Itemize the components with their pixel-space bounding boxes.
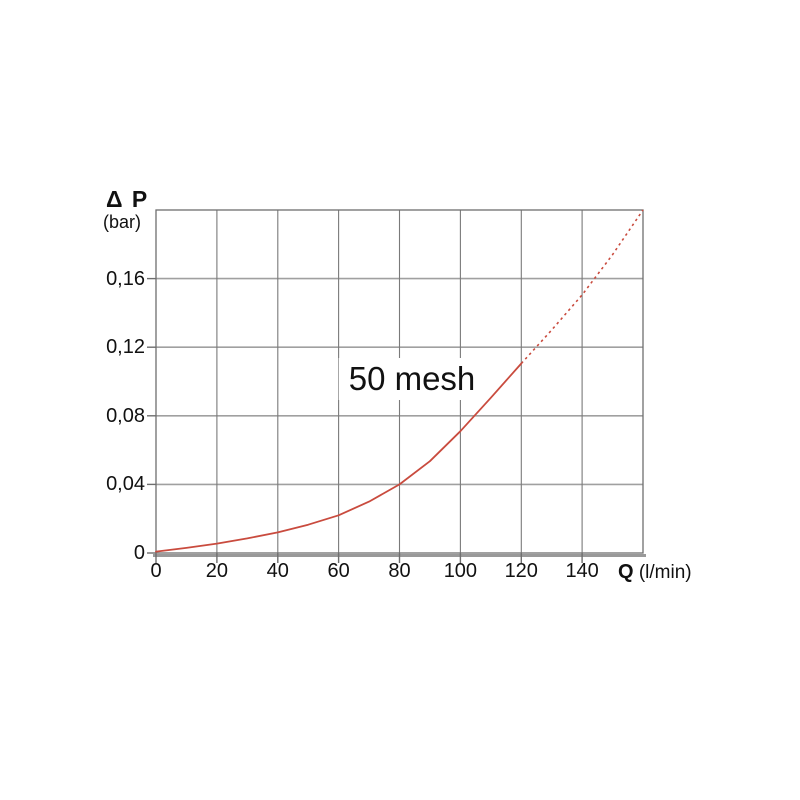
y-axis-title: Δ P <box>106 186 149 212</box>
x-tick-label: 20 <box>205 560 228 582</box>
x-tick-label: 80 <box>388 560 411 582</box>
series-annotation-50-mesh: 50 mesh <box>338 358 486 400</box>
y-tick-label: 0,04 <box>106 473 145 496</box>
y-tick-label: 0,16 <box>106 267 145 290</box>
x-tick-label: 120 <box>504 560 538 582</box>
x-axis-unit-label: (l/min) <box>638 562 692 583</box>
y-tick-label: 0,08 <box>106 404 145 427</box>
x-tick-label: 60 <box>327 560 350 582</box>
curve-dashed-segment <box>520 209 644 365</box>
x-tick-label: 0 <box>150 560 162 582</box>
y-tick-label: 0,12 <box>106 336 145 359</box>
y-axis-unit-label: (bar) <box>103 212 142 232</box>
x-tick-label: 40 <box>266 560 289 582</box>
curve-solid-segment <box>155 362 523 553</box>
x-axis-title-symbol: Q <box>618 561 634 583</box>
y-tick-label: 0 <box>133 542 145 564</box>
x-tick-label: 140 <box>565 560 599 582</box>
x-axis-title: Q (l/min) <box>618 561 692 584</box>
x-tick-label: 100 <box>443 560 478 582</box>
